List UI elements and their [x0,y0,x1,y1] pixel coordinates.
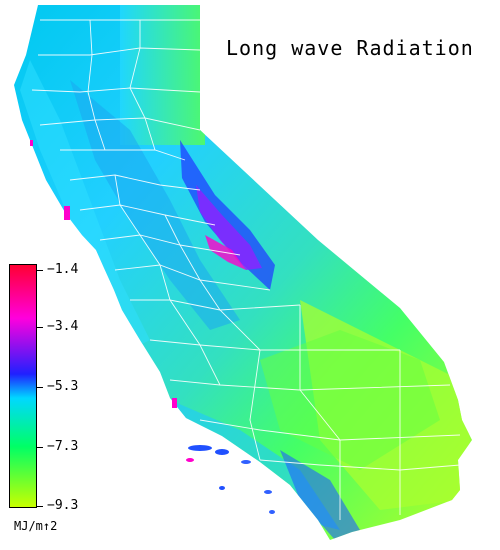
legend-tick [37,327,43,328]
legend-tick-label: −3.4 [47,319,79,334]
legend-colorbar [9,264,37,508]
legend-tick [37,447,43,448]
legend-tick-label: −5.3 [47,379,79,394]
legend-tick [37,506,43,507]
legend-tick-label: −7.3 [47,439,79,454]
legend-tick [37,387,43,388]
channel-islands [186,445,275,514]
legend-tick [37,270,43,271]
legend-tick-label: −1.4 [47,262,79,277]
map-title: Long wave Radiation [226,36,474,60]
county-boundaries [31,19,461,520]
legend-tick-label: −9.3 [47,498,79,513]
coastal-highlights [30,140,177,408]
legend-units: MJ/m↑2 [14,519,58,533]
